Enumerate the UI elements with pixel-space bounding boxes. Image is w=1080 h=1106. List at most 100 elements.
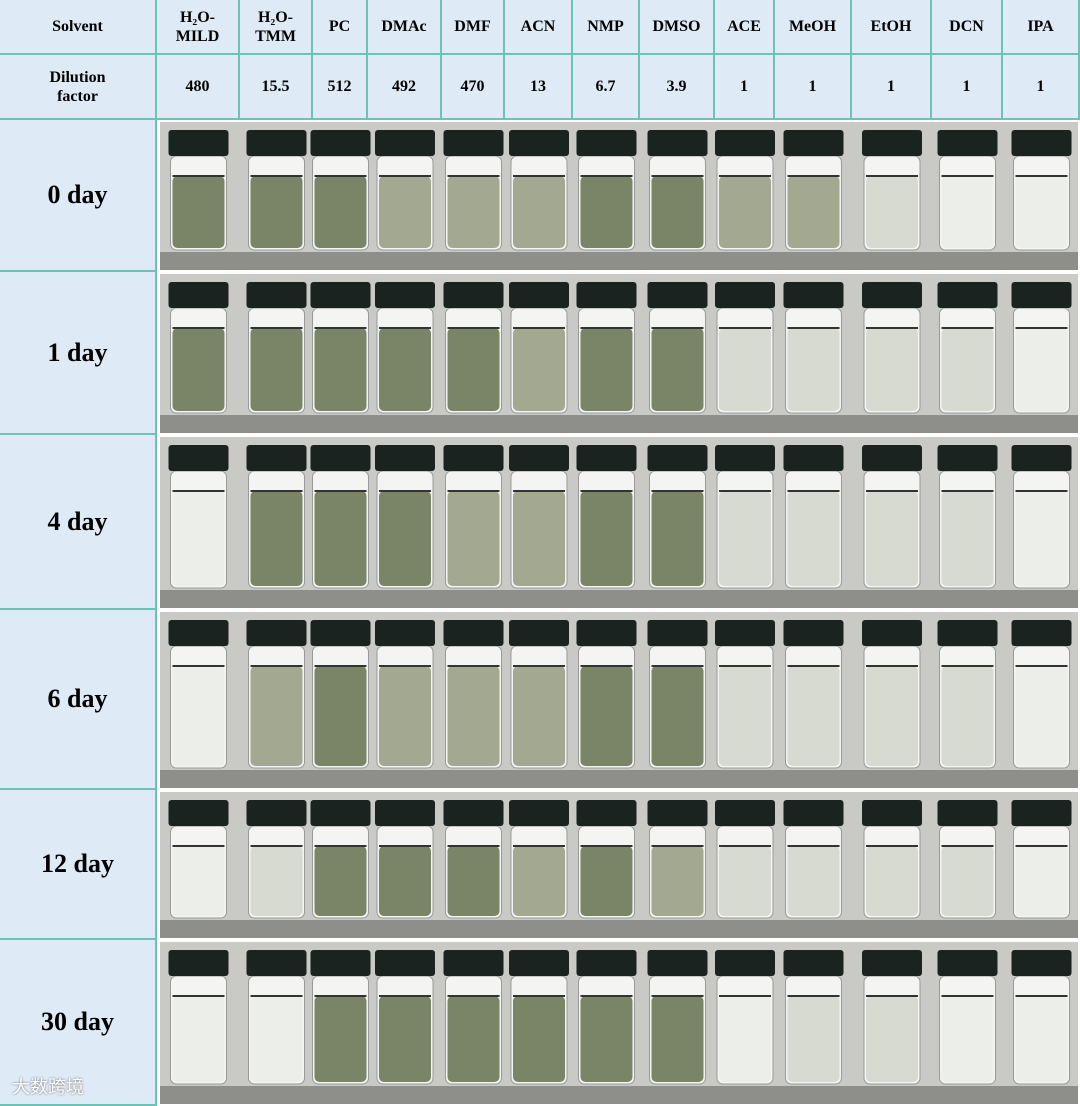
- day-label: 4 day: [0, 435, 157, 610]
- dilution-value: 480: [157, 55, 240, 120]
- row-header-text: Dilution factor: [49, 68, 106, 105]
- solvent-header-text: EtOH: [870, 18, 912, 35]
- watermark: 大数跨境: [12, 1077, 84, 1098]
- shelf: [160, 415, 1078, 433]
- vial-photo: [160, 792, 1078, 938]
- day-label-text: 1 day: [47, 337, 108, 367]
- day-label-text: 30 day: [41, 1007, 114, 1036]
- dilution-value: 1: [852, 55, 932, 120]
- shelf: [160, 1086, 1078, 1104]
- vial-liquid: [379, 328, 431, 411]
- vial-liquid: [314, 666, 367, 766]
- vial-cap: [1011, 445, 1072, 471]
- vial-liquid: [651, 176, 704, 248]
- day-label: 0 day: [0, 120, 157, 272]
- vial-liquid: [941, 328, 994, 411]
- vial-liquid: [447, 176, 500, 248]
- vial-cap: [647, 282, 708, 308]
- vial-cap: [1011, 130, 1072, 156]
- vial-liquid: [787, 666, 840, 766]
- vial-liquid: [447, 846, 500, 916]
- vial-cap: [509, 620, 569, 646]
- vial-cap: [246, 130, 307, 156]
- vial-cap: [576, 950, 637, 976]
- vial-cap: [715, 130, 775, 156]
- vial-cap: [937, 130, 998, 156]
- solvent-header-text: H₂O-MILD: [175, 8, 220, 45]
- vial-cap: [862, 950, 922, 976]
- vial-liquid: [941, 996, 994, 1082]
- vial-liquid: [1015, 846, 1068, 916]
- vial-cap: [576, 620, 637, 646]
- vial-cap: [647, 445, 708, 471]
- vial-liquid: [941, 491, 994, 586]
- vial-liquid: [941, 846, 994, 916]
- day-label: 6 day: [0, 610, 157, 790]
- shelf: [160, 770, 1078, 788]
- solvent-header: DMSO: [640, 0, 715, 55]
- vial-cap: [576, 282, 637, 308]
- vial-cap: [715, 445, 775, 471]
- vial-liquid: [580, 996, 633, 1082]
- vial-cap: [443, 445, 504, 471]
- dilution-value: 1: [715, 55, 775, 120]
- solvent-header: DMAc: [368, 0, 442, 55]
- solvent-header: NMP: [573, 0, 640, 55]
- vial-liquid: [513, 996, 565, 1082]
- vial-liquid: [787, 491, 840, 586]
- solvent-header: ACN: [505, 0, 573, 55]
- vial-cap: [576, 445, 637, 471]
- vial-cap: [576, 800, 637, 826]
- vial-cap: [647, 130, 708, 156]
- dilution-value: 13: [505, 55, 573, 120]
- vial-liquid: [379, 176, 431, 248]
- vial-liquid: [580, 491, 633, 586]
- vial-liquid: [651, 846, 704, 916]
- vial-liquid: [513, 666, 565, 766]
- vial-liquid: [866, 491, 918, 586]
- vial-cap: [375, 800, 435, 826]
- vial-photo: [160, 122, 1078, 270]
- day-label-text: 0 day: [47, 180, 108, 209]
- row-header-text: Solvent: [52, 18, 103, 35]
- vial-cap: [443, 282, 504, 308]
- shelf: [160, 252, 1078, 270]
- solvent-header-text: DMF: [454, 18, 491, 35]
- vial-liquid: [172, 996, 225, 1082]
- vial-cap: [783, 445, 844, 471]
- vial-cap: [1011, 282, 1072, 308]
- vial-liquid: [580, 176, 633, 248]
- day-label-text: 12 day: [41, 849, 114, 878]
- vial-cap: [246, 282, 307, 308]
- dilution-value-text: 1: [1036, 78, 1045, 95]
- vial-liquid: [314, 996, 367, 1082]
- vial-liquid: [172, 328, 225, 411]
- dilution-value-text: 512: [327, 78, 352, 95]
- vial-cap: [310, 282, 371, 308]
- vial-cap: [715, 950, 775, 976]
- vial-cap: [783, 800, 844, 826]
- vial-cap: [783, 950, 844, 976]
- dilution-value-text: 1: [740, 78, 748, 95]
- vial-cap: [783, 282, 844, 308]
- vial-cap: [1011, 620, 1072, 646]
- solvent-header: DCN: [932, 0, 1003, 55]
- dilution-value: 1: [775, 55, 852, 120]
- day-label-text: 6 day: [47, 684, 108, 713]
- solvent-header-text: NMP: [587, 18, 624, 35]
- vial-photo: [160, 274, 1078, 433]
- vial-cap: [375, 282, 435, 308]
- vial-cap: [862, 800, 922, 826]
- vial-liquid: [651, 491, 704, 586]
- solvent-header-text: DMAc: [381, 18, 427, 35]
- vial-cap: [246, 950, 307, 976]
- vial-cap: [647, 620, 708, 646]
- dilution-value: 6.7: [573, 55, 640, 120]
- vial-liquid: [787, 328, 840, 411]
- vial-liquid: [651, 328, 704, 411]
- vial-liquid: [719, 328, 771, 411]
- vial-liquid: [172, 491, 225, 586]
- dilution-value: 3.9: [640, 55, 715, 120]
- vial-liquid: [1015, 491, 1068, 586]
